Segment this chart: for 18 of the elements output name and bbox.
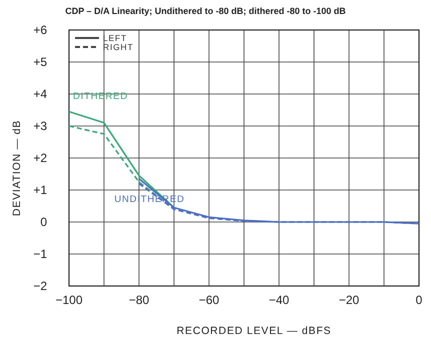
y-tick-label: 0 xyxy=(40,215,48,229)
x-axis-title: RECORDED LEVEL — dBFS xyxy=(176,325,332,337)
x-tick-label: −100 xyxy=(55,293,83,307)
y-tick-label: +1 xyxy=(33,183,48,197)
y-tick-label: +3 xyxy=(33,119,48,133)
x-tick-label: 0 xyxy=(416,293,423,307)
x-tick-label: −60 xyxy=(198,293,220,307)
y-tick-label: +2 xyxy=(33,151,48,165)
y-tick-label: +5 xyxy=(33,55,48,69)
x-tick-label: −80 xyxy=(128,293,150,307)
y-tick-label: +4 xyxy=(33,87,48,101)
y-axis-title: DEVIATION — dB xyxy=(11,120,23,216)
y-tick-label: +6 xyxy=(33,23,48,37)
chart-title: CDP – D/A Linearity; Undithered to -80 dB; dithered -80 to -100 dB xyxy=(65,6,346,16)
y-tick-label: −1 xyxy=(33,247,48,261)
x-tick-label: −20 xyxy=(338,293,360,307)
y-tick-label: −2 xyxy=(33,279,48,293)
x-tick-label: −40 xyxy=(268,293,290,307)
